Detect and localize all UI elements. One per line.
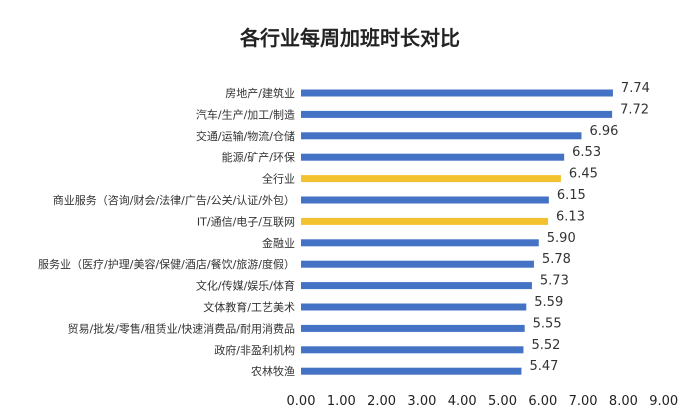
category-label: 能源/矿产/环保 (222, 150, 295, 164)
x-tick-label: 7.00 (569, 394, 598, 409)
bar (301, 196, 549, 204)
bar (301, 324, 525, 332)
category-label: 文体教育/工艺美术 (203, 300, 295, 314)
bar (301, 89, 613, 97)
value-label: 5.59 (534, 295, 563, 310)
bar (301, 260, 534, 268)
category-label: 金融业 (262, 236, 295, 250)
value-label: 6.96 (589, 124, 618, 139)
category-label: 商业服务（咨询/财会/法律/广告/公关/认证/外包） (53, 193, 295, 207)
category-label: 政府/非盈利机构 (214, 343, 295, 357)
bar (301, 153, 565, 161)
x-tick-label: 6.00 (528, 394, 557, 409)
bar (301, 175, 561, 183)
x-tick-label: 0.00 (287, 394, 316, 409)
category-label: 农林牧渔 (251, 364, 295, 378)
x-tick-label: 8.00 (609, 394, 638, 409)
value-label: 5.47 (529, 359, 558, 374)
x-tick-label: 3.00 (407, 394, 436, 409)
bar (301, 346, 524, 354)
category-label: 房地产/建筑业 (225, 86, 295, 100)
value-label: 5.78 (542, 252, 571, 267)
category-label: 交通/运输/物流/仓储 (196, 129, 295, 143)
x-tick-label: 1.00 (327, 394, 356, 409)
value-label: 5.73 (540, 274, 569, 289)
x-tick-label: 9.00 (649, 394, 678, 409)
x-tick-label: 2.00 (367, 394, 396, 409)
category-label: 贸易/批发/零售/租赁业/快速消费品/耐用消费品 (67, 321, 295, 335)
bar (301, 239, 539, 247)
value-label: 7.72 (620, 102, 649, 117)
category-label: IT/通信/电子/互联网 (197, 215, 295, 228)
bar (301, 132, 582, 140)
x-tick-label: 5.00 (488, 394, 517, 409)
chart-title: 各行业每周加班时长对比 (240, 26, 460, 50)
bar (301, 110, 613, 118)
value-label: 7.74 (621, 81, 650, 96)
category-label: 汽车/生产/加工/制造 (196, 107, 295, 121)
category-label: 文化/传媒/娱乐/体育 (196, 279, 295, 293)
bar (301, 303, 527, 311)
value-label: 5.52 (531, 338, 560, 353)
value-label: 6.15 (557, 188, 586, 203)
category-label: 全行业 (262, 172, 295, 186)
x-tick-label: 4.00 (448, 394, 477, 409)
bar (301, 217, 549, 225)
bar (301, 282, 532, 290)
value-label: 5.90 (547, 231, 576, 246)
value-label: 6.13 (556, 209, 585, 224)
category-label: 服务业（医疗/护理/美容/保健/酒店/餐饮/旅游/度假） (38, 257, 295, 271)
bar (301, 367, 522, 375)
value-label: 6.53 (572, 145, 601, 160)
value-label: 6.45 (569, 167, 598, 182)
value-label: 5.55 (533, 316, 562, 331)
